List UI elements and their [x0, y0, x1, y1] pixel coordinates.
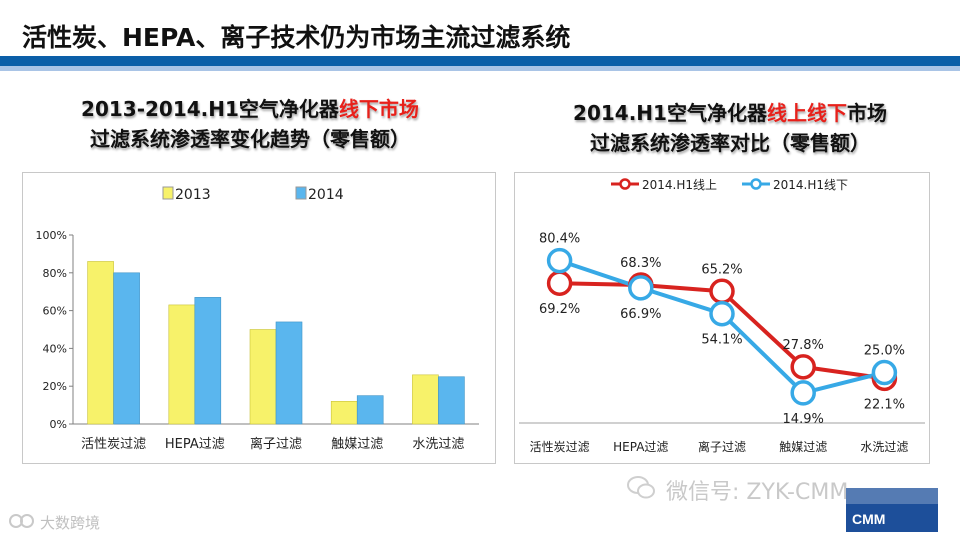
bar-2014 — [113, 272, 140, 425]
data-label-online: 69.2% — [539, 302, 580, 317]
bar-y-axis: 0% 20% 40% 60% 80% 100% — [36, 229, 67, 431]
series-point-offline — [628, 275, 654, 301]
data-label-offline: 54.1% — [701, 333, 742, 348]
data-label-online: 65.2% — [701, 262, 742, 277]
data-label-online: 27.8% — [783, 338, 824, 353]
y-tick-label: 0% — [50, 418, 67, 431]
bar-2013 — [168, 304, 196, 425]
y-tick-label: 20% — [43, 380, 67, 393]
bar-2014 — [275, 321, 303, 425]
bar-2013 — [87, 261, 114, 425]
data-label-offline: 80.4% — [539, 232, 580, 247]
legend-swatch-2014 — [295, 186, 307, 200]
line-chart-svg: 2014.H1线上 2014.H1线下 活性炭过滤 HEPA过滤 离子过滤 触媒… — [519, 178, 925, 454]
bar-title-prefix: 2013-2014.H1空气净化器 — [81, 97, 339, 121]
line-title-prefix: 2014.H1空气净化器 — [573, 101, 767, 125]
data-label-offline: 66.9% — [620, 307, 661, 322]
line-title-line2: 过滤系统渗透率对比（零售额） — [590, 131, 870, 155]
wechat-id-watermark: 微信号: ZYK-CMM — [666, 480, 849, 505]
legend-label-2014: 2014 — [308, 187, 344, 203]
x-tick-label: 水洗过滤 — [412, 437, 464, 452]
x-tick-label: 触媒过滤 — [331, 437, 383, 452]
cmm-logo: CMM — [846, 488, 938, 532]
legend-label-online: 2014.H1线上 — [642, 178, 717, 192]
line-chart-title: 2014.H1空气净化器线上线下市场 过滤系统渗透率对比（零售额） — [520, 98, 940, 158]
data-label-offline: 25.0% — [864, 344, 905, 359]
bar-2014 — [194, 297, 222, 425]
brand-watermark: 大数跨境 — [40, 514, 101, 532]
line-legend: 2014.H1线上 2014.H1线下 — [611, 178, 848, 192]
legend-marker-offline — [750, 178, 762, 190]
bar-marks — [69, 234, 479, 425]
title-band-dark — [0, 56, 960, 66]
series-point-offline — [790, 380, 816, 406]
bar-title-line2: 过滤系统渗透率变化趋势（零售额） — [90, 127, 410, 151]
x-tick-label: HEPA过滤 — [165, 437, 225, 452]
y-tick-label: 40% — [43, 342, 67, 355]
x-tick-label: 水洗过滤 — [860, 440, 908, 454]
x-tick-label: 活性炭过滤 — [530, 440, 590, 454]
line-x-axis: 活性炭过滤 HEPA过滤 离子过滤 触媒过滤 水洗过滤 — [530, 439, 909, 454]
line-chart-panel: 2014.H1线上 2014.H1线下 活性炭过滤 HEPA过滤 离子过滤 触媒… — [514, 172, 930, 464]
bar-chart-title: 2013-2014.H1空气净化器线下市场 过滤系统渗透率变化趋势（零售额） — [40, 94, 460, 154]
bar-2013 — [412, 374, 439, 425]
line-data-labels: 69.2% 68.3% 65.2% 27.8% 22.1% 80.4% 66.9… — [539, 232, 905, 427]
data-label-online: 22.1% — [864, 397, 905, 412]
x-tick-label: 离子过滤 — [698, 439, 746, 454]
bar-legend: 2013 2014 — [162, 186, 344, 203]
data-label-online: 68.3% — [620, 256, 661, 271]
x-tick-label: HEPA过滤 — [613, 440, 668, 454]
bar-chart-svg: 2013 2014 0% 20% 40% 60% 80% 100% 活性炭过滤 … — [36, 186, 479, 452]
slide-title: 活性炭、HEPA、离子技术仍为市场主流过滤系统 — [22, 23, 571, 52]
data-label-offline: 14.9% — [783, 412, 824, 427]
bar-2013 — [330, 401, 358, 425]
bar-title-highlight: 线下市场 — [338, 97, 419, 121]
x-tick-label: 离子过滤 — [250, 436, 302, 452]
x-tick-label: 触媒过滤 — [779, 440, 827, 454]
legend-label-2013: 2013 — [175, 187, 211, 203]
line-marks — [519, 247, 925, 424]
bar-x-axis: 活性炭过滤 HEPA过滤 离子过滤 触媒过滤 水洗过滤 — [81, 436, 464, 452]
series-point-offline — [546, 247, 573, 274]
legend-label-offline: 2014.H1线下 — [773, 178, 848, 192]
x-tick-label: 活性炭过滤 — [81, 437, 146, 452]
line-title-highlight: 线上线下 — [766, 101, 847, 125]
series-point-online — [546, 270, 573, 296]
series-point-offline — [871, 359, 898, 386]
y-tick-label: 100% — [36, 229, 67, 242]
series-point-online — [790, 354, 816, 380]
bar-2014 — [438, 376, 465, 425]
series-point-online — [709, 278, 735, 305]
legend-swatch-2013 — [162, 186, 174, 200]
legend-marker-online — [619, 178, 631, 190]
wechat-icon — [626, 472, 656, 502]
series-point-offline — [709, 300, 735, 327]
title-band-light — [0, 66, 960, 71]
bar-2013 — [249, 329, 277, 425]
line-title-suffix: 市场 — [846, 101, 887, 125]
bar-2014 — [356, 395, 384, 425]
bar-chart-panel: 2013 2014 0% 20% 40% 60% 80% 100% 活性炭过滤 … — [22, 172, 496, 464]
y-tick-label: 60% — [43, 305, 67, 318]
brand-logo-icon — [8, 510, 36, 532]
y-tick-label: 80% — [43, 267, 67, 280]
cmm-logo-text: CMM — [852, 511, 886, 527]
